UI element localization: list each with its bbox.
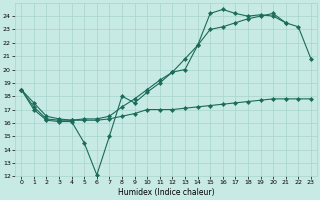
X-axis label: Humidex (Indice chaleur): Humidex (Indice chaleur)	[118, 188, 214, 197]
